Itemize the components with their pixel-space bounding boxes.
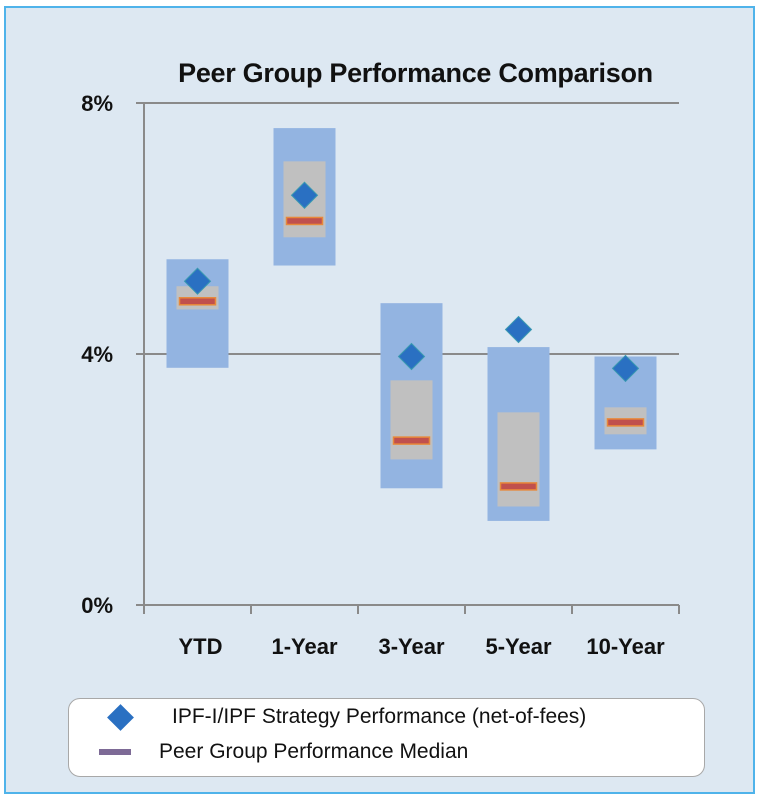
y-tick-labels: 0% 4% 8% [81, 91, 113, 618]
diamond-icon [107, 703, 134, 731]
performance-diamond [504, 315, 533, 344]
median-marker [606, 418, 645, 427]
median-marker [178, 297, 217, 306]
x-tick-label: 1-Year [271, 634, 337, 659]
median-marker [499, 482, 538, 491]
x-tick-label: 5-Year [485, 634, 551, 659]
x-tick-label: YTD [179, 634, 223, 659]
legend-item-median: Peer Group Performance Median [69, 740, 468, 764]
inner-range-bar [497, 412, 540, 507]
performance-diamond [290, 181, 319, 209]
y-tick-label: 8% [81, 91, 113, 116]
x-tick-label: 10-Year [586, 634, 665, 659]
x-tick-label: 3-Year [378, 634, 444, 659]
performance-diamond [397, 342, 426, 371]
y-tick-label: 0% [81, 593, 113, 618]
legend-item-performance: IPF-I/IPF Strategy Performance (net-of-f… [69, 703, 587, 731]
y-tick-label: 4% [81, 342, 113, 367]
performance-diamond [611, 354, 640, 383]
x-tick-labels: YTD 1-Year 3-Year 5-Year 10-Year [179, 634, 666, 659]
dash-icon [99, 749, 131, 755]
median-marker [392, 436, 431, 445]
legend-label: IPF-I/IPF Strategy Performance (net-of-f… [172, 705, 587, 728]
axes [136, 103, 680, 614]
bars [166, 128, 657, 521]
inner-range-bar [390, 380, 433, 460]
performance-diamond [183, 267, 212, 295]
legend-label: Peer Group Performance Median [159, 740, 469, 763]
median-marker [285, 216, 324, 226]
legend: IPF-I/IPF Strategy Performance (net-of-f… [68, 698, 705, 777]
chart-title: Peer Group Performance Comparison [178, 58, 653, 88]
